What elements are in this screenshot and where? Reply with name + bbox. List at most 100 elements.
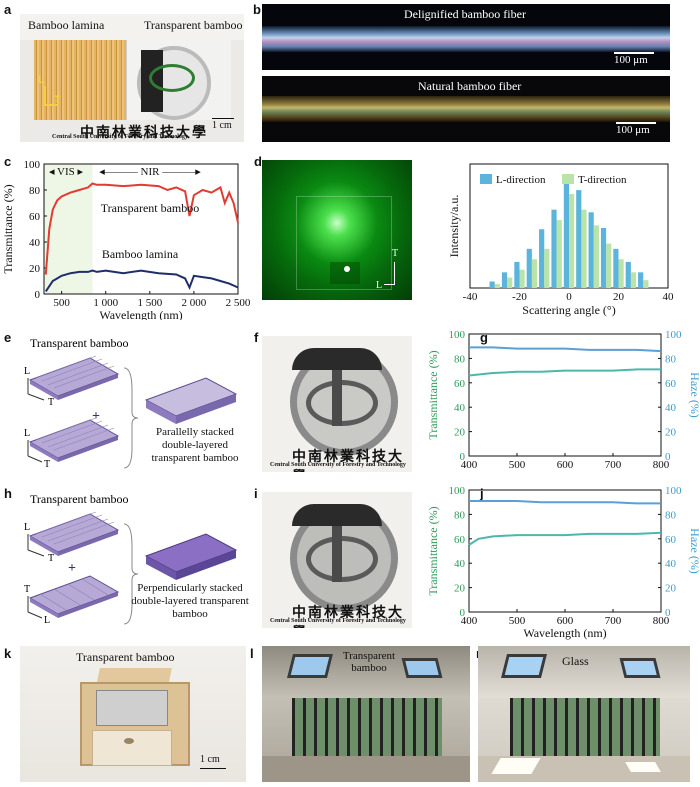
y-tick-label: 40 [29,237,41,249]
legend-label: L-direction [496,174,546,186]
histogram-bar [514,261,520,288]
scale-100um-top: 100 μm [614,54,648,66]
histogram-bar [569,194,575,288]
d-axis-t: T [392,248,399,259]
stacked-result [144,377,238,424]
laser-scattering-photo: T L [262,160,412,300]
scale-1cm: 1 cm [212,120,232,131]
university-caption: Central South University of Forestry and… [52,134,188,140]
d-axis-l: L [376,280,383,291]
histogram-bar [600,227,607,288]
y-axis-label: Transmittance (%) [1,184,15,273]
y-tick-label: 0 [35,289,41,301]
y-tick-label: 60 [454,378,466,390]
y2-tick-label: 80 [665,353,677,365]
plot-frame [43,163,239,295]
x-tick-label: 20 [613,291,625,303]
logo-through-perpendicular-sample: 中南林業科技大學 Central South University of For… [262,492,412,628]
histogram-bar [501,272,508,288]
transmittance-haze-chart-g: 0 0 20 20 40 40 60 60 80 80 100 100 400 500 600 700 800 T… [426,329,700,471]
photo-bamboo-lamina-vs-transparent: Bamboo lamina Transparent bamboo L T 中南林… [20,14,244,142]
x-tick-label: 500 [509,615,526,627]
histogram-bar [593,225,599,288]
x-tick-label: 800 [653,615,670,627]
f-caption: Central South University of Forestry and… [270,462,406,468]
panel-label-b: b [253,2,261,17]
y2-tick-label: 40 [665,558,677,570]
histogram-bar [643,280,649,288]
panel-label-f: f [254,330,259,345]
h-l1: L [24,522,30,533]
histogram-bar [618,259,624,288]
legend-swatch [562,174,574,184]
h-result: Perpendicularly stacked double-layered t… [131,582,249,620]
h-l2: L [44,615,50,626]
panel-label-c: c [4,154,12,169]
y2-tick-label: 0 [665,607,671,619]
y2-tick-label: 100 [665,485,682,497]
x-tick-label: 500 [53,297,70,309]
axis-l-label: L [38,74,45,86]
transparent-bamboo-sample [126,40,231,120]
m-title: Glass [562,654,589,668]
x-tick-label: 400 [461,615,478,627]
panel-label-a: a [4,2,12,17]
x-tick-label: 1 000 [93,297,118,309]
logo-through-parallel-sample: 中南林業科技大學 Central South University of For… [262,336,412,472]
plot-frame [468,489,662,613]
y-tick-label: 100 [24,159,41,171]
series-label: Bamboo lamina [102,247,179,261]
y2-tick-label: 80 [665,509,677,521]
e-plus: + [92,409,100,424]
panel-label-h: h [4,486,12,501]
e-result: Parallelly stacked double-layered transp… [151,426,239,464]
bamboo-lamina-sample [34,40,126,120]
series-line [469,346,662,353]
x-tick-label: 2 500 [226,297,250,309]
x-axis-label: Scattering angle (°) [522,303,615,317]
e-l1: L [24,366,30,377]
plot-frame [468,333,662,457]
panel-label-i: i [254,486,258,501]
panel-label-e: e [4,330,12,345]
y-tick-label: 20 [29,263,41,275]
i-caption: Central South University of Forestry and… [270,618,406,624]
histogram-bar [563,177,569,288]
model-house-photo: Transparent bamboo 1 cm [20,646,246,782]
x-axis-label: Wavelength (nm) [99,308,182,320]
perpendicular-stacking-diagram: Transparent bamboo L T + T L Perpendicul… [24,492,249,626]
y-tick-label: 60 [454,534,466,546]
y-tick-label: 20 [454,583,466,595]
histogram-bar [551,209,557,288]
h-t2: T [24,584,30,595]
x-tick-label: 800 [653,459,670,471]
histogram-bar [507,277,513,288]
x-tick-label: 2 000 [182,297,207,309]
histogram-bar [519,269,525,288]
x-tick-label: 500 [509,459,526,471]
x-tick-label: -40 [463,291,478,303]
y2-tick-label: 60 [665,378,677,390]
transmittance-spectrum-chart: 0 20 40 60 80 100 500 1 000 1 500 2 000 2 500 Wavel… [1,159,250,320]
scale-100um-bottom: 100 μm [616,124,650,136]
panel-label-g: g [480,330,488,345]
x-tick-label: 600 [557,459,574,471]
micrograph-delignified-fiber: Delignified bamboo fiber 100 μm [262,4,670,70]
panel-label-d: d [254,154,262,169]
y-tick-label: 40 [454,402,466,414]
render-room-transparent-bamboo: Transparent bamboo [262,646,470,782]
transmittance-haze-chart-j: 0 0 20 20 40 40 60 60 80 80 100 100 400 500 600 700 800 W… [426,485,700,640]
legend-swatch [480,174,492,184]
y2-axis-label: Haze (%) [688,372,700,418]
histogram-bar [539,229,545,288]
y-tick-label: 80 [29,185,41,197]
panel-label-l: l [250,646,254,661]
panel-label-j: j [480,486,484,501]
parallel-stacking-diagram: Transparent bamboo L T + L T Parallelly … [24,336,239,470]
histogram-bar [494,284,500,288]
y2-axis-label: Haze (%) [688,528,700,574]
h-t1: T [48,553,54,564]
h-plus: + [68,561,76,576]
series-line [468,368,661,377]
x-axis-label: Wavelength (nm) [523,626,606,640]
